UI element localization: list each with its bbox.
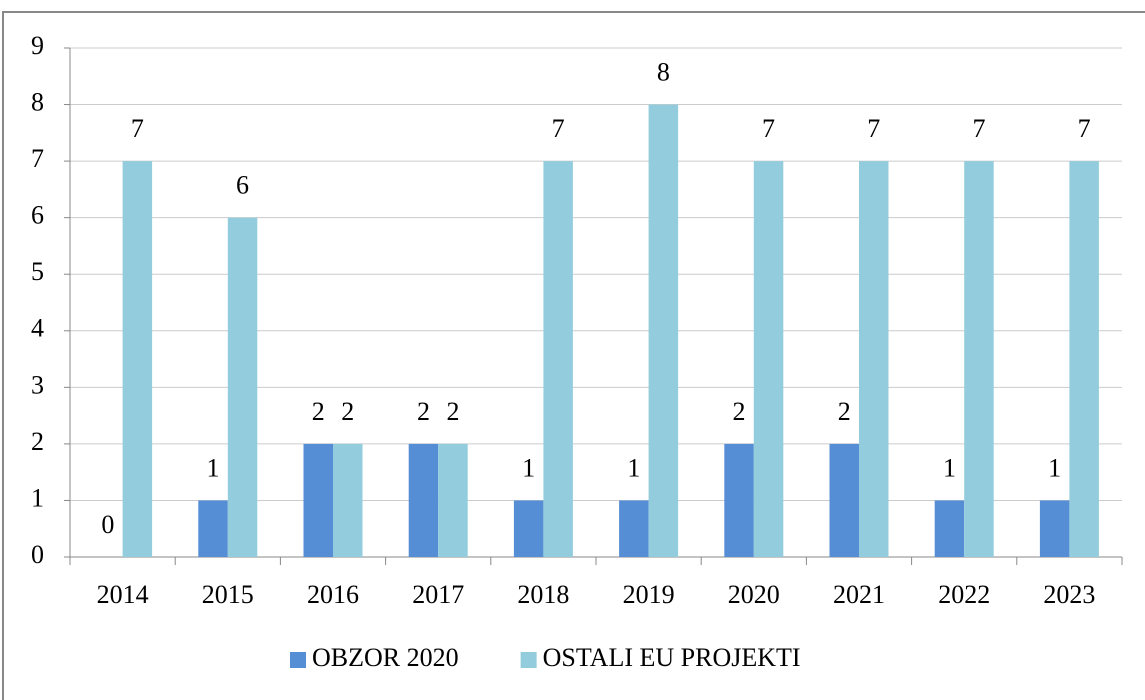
x-tick-label: 2015 <box>202 580 254 609</box>
data-label: 1 <box>522 453 535 482</box>
bar <box>543 161 573 557</box>
data-label: 2 <box>733 397 746 426</box>
y-tick-label: 4 <box>31 314 44 343</box>
x-tick-label: 2023 <box>1043 580 1095 609</box>
y-tick-label: 1 <box>31 483 44 512</box>
bar <box>1039 500 1070 557</box>
legend-label: OSTALI EU PROJEKTI <box>543 643 801 672</box>
data-label: 2 <box>417 397 430 426</box>
legend-swatch <box>520 652 537 668</box>
data-label: 7 <box>552 114 565 143</box>
bar <box>303 443 333 557</box>
x-tick-label: 2021 <box>833 580 885 609</box>
x-tick-label: 2016 <box>307 580 359 609</box>
bar <box>1069 161 1099 557</box>
y-tick-label: 2 <box>31 427 44 456</box>
legend-label: OBZOR 2020 <box>312 643 459 672</box>
x-tick-label: 2022 <box>938 580 990 609</box>
bar <box>619 500 649 557</box>
data-label: 7 <box>762 114 775 143</box>
y-tick-label: 8 <box>31 88 44 117</box>
data-label: 1 <box>207 453 220 482</box>
data-label: 2 <box>312 397 325 426</box>
x-tick-label: 2020 <box>728 580 780 609</box>
legend-swatch <box>290 652 306 668</box>
data-label: 7 <box>867 114 880 143</box>
x-tick-label: 2019 <box>623 580 675 609</box>
x-tick-label: 2017 <box>412 580 464 609</box>
bar <box>438 443 468 557</box>
bar <box>198 500 228 557</box>
data-label: 0 <box>101 510 114 539</box>
data-label: 7 <box>131 114 144 143</box>
data-label: 8 <box>657 58 670 87</box>
data-label: 2 <box>341 397 354 426</box>
data-label: 7 <box>972 114 985 143</box>
y-tick-label: 5 <box>31 257 44 286</box>
data-label: 1 <box>943 453 956 482</box>
data-label: 2 <box>446 397 459 426</box>
bar <box>122 161 153 557</box>
bar <box>829 443 859 557</box>
bar <box>648 104 679 558</box>
bar <box>513 500 544 557</box>
y-tick-label: 7 <box>31 144 44 173</box>
data-label: 1 <box>1048 453 1061 482</box>
x-tick-label: 2014 <box>97 580 149 609</box>
bar <box>934 500 965 557</box>
bar <box>859 161 889 557</box>
bar <box>753 161 784 557</box>
bar <box>333 443 363 557</box>
y-tick-label: 9 <box>31 31 44 60</box>
chart-border <box>2 11 1145 700</box>
y-tick-label: 6 <box>31 201 44 230</box>
bar <box>408 443 439 557</box>
y-tick-label: 0 <box>31 540 44 569</box>
data-label: 6 <box>236 171 249 200</box>
data-label: 2 <box>838 397 851 426</box>
x-tick-label: 2018 <box>517 580 569 609</box>
bar <box>724 443 754 557</box>
data-label: 1 <box>627 453 640 482</box>
data-label: 7 <box>1078 114 1091 143</box>
y-tick-label: 3 <box>31 370 44 399</box>
bar <box>227 217 258 557</box>
bar <box>964 161 994 557</box>
